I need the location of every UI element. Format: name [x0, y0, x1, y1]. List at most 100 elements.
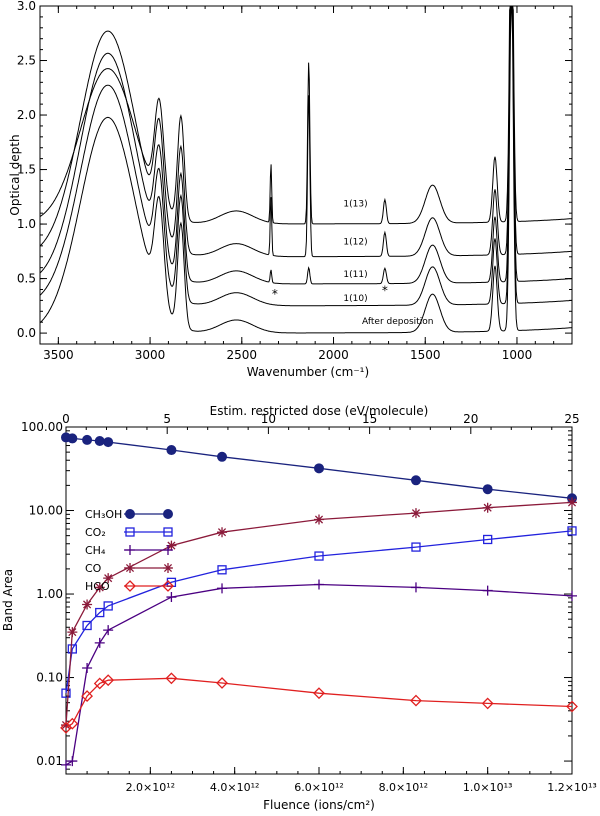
data-point [482, 484, 493, 495]
data-point [566, 700, 578, 713]
spectrum-line [39, 5, 572, 285]
series-line [65, 583, 573, 766]
data-point [94, 435, 105, 446]
top-x-tick-label: 10 [261, 412, 276, 426]
data-point [217, 451, 228, 462]
data-point [166, 592, 177, 603]
series-line [65, 677, 573, 729]
data-point [93, 677, 106, 690]
legend-marker [124, 580, 136, 592]
top-x-tick-label: 25 [564, 412, 579, 426]
legend-marker [163, 545, 173, 555]
legend-marker [163, 509, 173, 519]
spectrum-label: After deposition [362, 317, 433, 327]
y-tick-label: 0.10 [36, 671, 63, 685]
band-area-chart: 2.0×10¹² 4.0×10¹² 6.0×10¹² 8.0×10¹² 1.0×10¹³… [1, 404, 597, 812]
y-tick-label: 0.01 [36, 754, 63, 768]
spectrum-line [39, 5, 573, 334]
legend-marker [163, 527, 173, 537]
spectrum-label: 1(10) [343, 294, 367, 304]
legend-label: CO [85, 562, 102, 575]
data-point [82, 620, 92, 631]
data-point [61, 759, 71, 770]
legend-marker [125, 527, 135, 537]
x-tick-label: 1500 [410, 348, 441, 362]
data-point [216, 677, 228, 689]
data-point [82, 434, 93, 445]
data-point [217, 565, 227, 575]
y-tick-label: 1.0 [17, 217, 36, 231]
legend-marker [125, 509, 135, 519]
data-point [66, 717, 79, 730]
data-point [481, 697, 494, 710]
data-point [61, 688, 71, 698]
y-tick-label: 2.5 [17, 54, 36, 68]
data-point [67, 433, 78, 444]
data-point [165, 672, 178, 685]
spectrum-label: 1(12) [343, 237, 367, 247]
data-point [483, 534, 493, 545]
legend-marker [163, 563, 173, 573]
spectrum-line [39, 5, 572, 307]
data-point [95, 607, 105, 618]
legend-label: CH₃OH [85, 508, 122, 521]
y-tick-label: 1.00 [36, 587, 63, 601]
x-tick-label: 2.0×10¹² [126, 781, 176, 794]
data-point [567, 497, 577, 508]
annotation-asterisk: * [382, 284, 388, 298]
plot-frame [39, 5, 573, 345]
y-axis-label: Optical depth [8, 134, 22, 215]
x-tick-label: 3500 [43, 348, 74, 362]
x-tick-label: 4.0×10¹² [210, 781, 260, 794]
data-point [217, 527, 228, 538]
data-point [567, 590, 577, 601]
data-point [410, 475, 421, 486]
data-point [102, 674, 115, 687]
data-point [103, 437, 114, 448]
legend-label: CO₂ [85, 526, 106, 539]
data-point [94, 582, 105, 593]
data-point [314, 579, 324, 590]
data-point [411, 542, 421, 552]
legend-label: HCO [85, 580, 110, 593]
data-point [103, 625, 114, 636]
data-point [103, 601, 113, 611]
plot-frame [65, 426, 573, 775]
top-x-tick-label: 15 [362, 412, 377, 426]
top-x-axis-label: Estim. restricted dose (eV/molecule) [210, 404, 429, 418]
data-point [61, 720, 71, 731]
data-point [166, 445, 177, 456]
y-tick-label: 0.0 [17, 326, 36, 340]
top-x-tick-label: 20 [463, 412, 478, 426]
x-tick-label: 6.0×10¹² [294, 781, 344, 794]
legend-marker [125, 563, 135, 573]
x-tick-label: 2500 [227, 348, 258, 362]
data-point [81, 690, 94, 702]
data-point [67, 627, 78, 638]
spectrum-label: 1(11) [343, 270, 367, 280]
data-point [567, 526, 577, 536]
spectrum-line [39, 5, 573, 258]
data-point [82, 599, 93, 610]
x-axis-label: Fluence (ions/cm²) [263, 798, 375, 812]
data-point [166, 540, 177, 551]
y-tick-label: 0.5 [17, 272, 36, 286]
data-point [94, 637, 105, 648]
data-point [314, 551, 324, 561]
data-point [482, 502, 493, 513]
data-point [82, 663, 93, 674]
data-point [217, 583, 228, 594]
x-tick-label: 8.0×10¹² [379, 781, 429, 794]
legend-marker [125, 545, 135, 555]
legend-marker [162, 580, 174, 592]
data-point [482, 585, 493, 596]
y-tick-label: 3.0 [17, 0, 36, 13]
x-tick-label: 1.0×10¹³ [463, 781, 513, 794]
series-line [65, 530, 573, 694]
y-tick-label: 2.0 [17, 108, 36, 122]
data-point [103, 573, 114, 584]
x-tick-label: 1.2×10¹³ [547, 781, 597, 794]
x-tick-label: 3000 [135, 348, 166, 362]
spectra-chart: 3500 3000 2500 2000 1500 1000 0.0 0.5 1.0 1.5 2.0 2… [8, 0, 573, 379]
